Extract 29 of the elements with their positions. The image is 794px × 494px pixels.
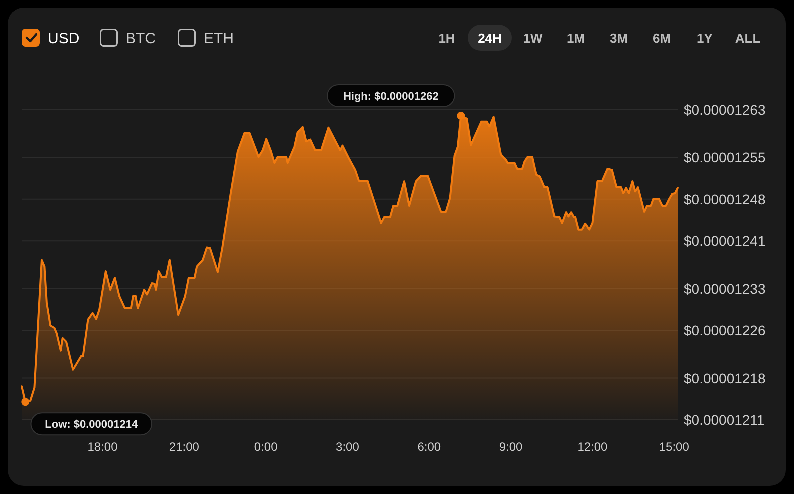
x-tick-label: 0:00	[254, 440, 278, 454]
annotation: High: $0.00001262	[343, 90, 439, 103]
x-tick-label: 3:00	[336, 440, 360, 454]
x-tick-label: 21:00	[169, 440, 200, 454]
text: 1W	[523, 31, 544, 46]
x-tick-label: 6:00	[418, 440, 442, 454]
text: 24H	[478, 31, 502, 46]
x-tick-label: 18:00	[88, 440, 118, 454]
y-tick-label: $0.00001263	[684, 102, 766, 118]
y-tick-label: $0.00001241	[684, 233, 766, 250]
text: 1H	[438, 31, 456, 46]
legend-label: USD	[48, 30, 80, 48]
text: ALL	[735, 31, 761, 46]
x-tick-label: 12:00	[578, 440, 608, 454]
annotation: Low: $0.00001214	[45, 419, 139, 432]
text: ETH	[204, 30, 234, 48]
y-tick-label: $0.00001211	[684, 412, 765, 428]
text: 3M	[610, 31, 628, 46]
x-tick-label: 9:00	[499, 440, 524, 454]
text: BTC	[126, 30, 156, 48]
text: 1M	[566, 31, 586, 46]
y-tick-label: $0.00001248	[684, 191, 766, 208]
y-tick-label: $0.00001218	[684, 370, 766, 386]
text: 6M	[652, 31, 672, 46]
y-tick-label: $0.00001226	[684, 322, 766, 339]
x-tick-label: 15:00	[659, 440, 690, 454]
y-tick-label: $0.00001233	[684, 280, 766, 297]
y-tick-label: $0.00001255	[684, 150, 766, 166]
text: 1Y	[697, 31, 714, 46]
